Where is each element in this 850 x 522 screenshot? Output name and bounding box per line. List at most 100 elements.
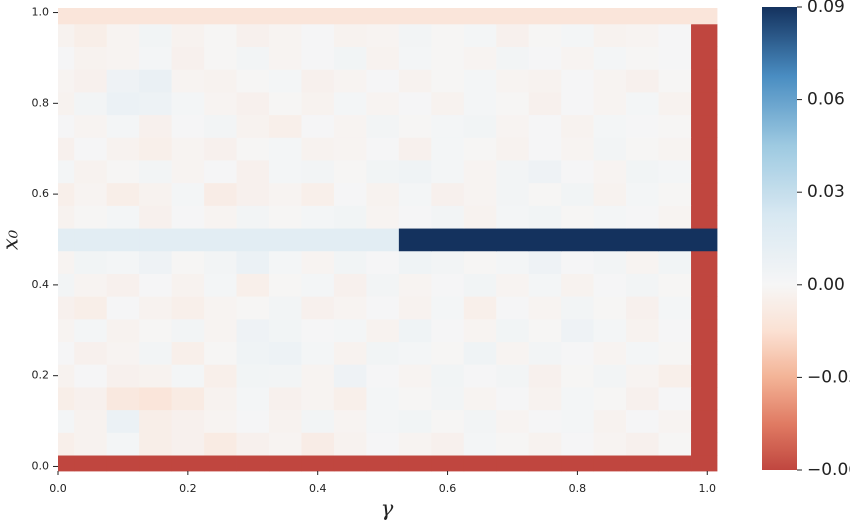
cell	[236, 455, 270, 472]
cell	[691, 114, 718, 138]
cell	[398, 455, 432, 472]
cell	[593, 114, 627, 138]
cell	[171, 432, 205, 456]
cell	[463, 273, 497, 297]
cell	[431, 8, 465, 25]
cell	[561, 182, 595, 206]
cell	[269, 228, 302, 252]
cell	[561, 160, 595, 184]
cell	[58, 69, 75, 93]
cell	[626, 91, 659, 116]
cell	[431, 273, 465, 297]
cell	[431, 455, 465, 472]
cell	[366, 205, 400, 229]
cell	[269, 341, 302, 365]
colorbar-tick-label: 0.09	[807, 0, 845, 17]
cell	[204, 387, 237, 411]
cell	[58, 296, 75, 320]
cell	[204, 409, 237, 433]
cell	[333, 387, 367, 411]
cell	[236, 296, 270, 320]
cell	[204, 364, 237, 388]
cell	[366, 69, 400, 93]
cell	[593, 296, 627, 320]
colorbar-tick-label: 0.00	[807, 275, 845, 295]
cell	[496, 318, 530, 343]
cell	[171, 409, 205, 433]
cell	[691, 250, 718, 274]
cell	[561, 409, 595, 433]
cell	[171, 69, 205, 93]
cell	[333, 296, 367, 320]
cell	[691, 318, 718, 343]
cell	[58, 205, 75, 229]
cell	[204, 455, 237, 472]
cell	[58, 23, 75, 47]
cell	[496, 364, 530, 388]
x-tick-label: 1.0	[699, 482, 717, 495]
cell	[106, 160, 140, 184]
cell	[366, 296, 400, 320]
cell	[658, 341, 692, 365]
cell	[561, 46, 595, 70]
cell	[204, 318, 237, 343]
cell	[171, 23, 205, 47]
cell	[106, 205, 140, 229]
cell	[658, 205, 692, 229]
cell	[269, 250, 302, 274]
y-tick-label: 0.0	[32, 459, 50, 472]
cell	[106, 46, 140, 70]
cell	[496, 91, 530, 116]
cell	[398, 69, 432, 93]
cell	[463, 455, 497, 472]
cell	[496, 205, 530, 229]
cell	[139, 387, 173, 411]
cell	[626, 137, 659, 161]
cell	[691, 8, 718, 25]
cell	[204, 228, 237, 252]
cell	[204, 182, 237, 206]
cell	[269, 409, 302, 433]
cell	[626, 318, 659, 343]
cell	[626, 341, 659, 365]
cell	[626, 273, 659, 297]
cell	[593, 23, 627, 47]
cell	[236, 364, 270, 388]
x-tick-label: 0.6	[439, 482, 457, 495]
cell	[496, 409, 530, 433]
cell	[301, 455, 335, 472]
cell	[626, 205, 659, 229]
y-tick-label: 0.6	[32, 187, 50, 200]
cell	[74, 91, 108, 116]
cell	[658, 8, 692, 25]
cell	[139, 69, 173, 93]
cell	[236, 228, 270, 252]
cell	[528, 387, 562, 411]
cell	[658, 296, 692, 320]
cell	[269, 205, 302, 229]
cell	[171, 205, 205, 229]
cell	[528, 250, 562, 274]
cell	[528, 318, 562, 343]
cell	[561, 455, 595, 472]
cell	[269, 318, 302, 343]
cell	[398, 137, 432, 161]
cell	[431, 250, 465, 274]
cell	[171, 387, 205, 411]
cell	[528, 409, 562, 433]
cell	[561, 341, 595, 365]
cell	[561, 364, 595, 388]
cell	[691, 455, 718, 472]
cell	[106, 432, 140, 456]
cell	[74, 318, 108, 343]
x-tick-label: 0.4	[309, 482, 327, 495]
cell	[236, 341, 270, 365]
cell	[139, 137, 173, 161]
cell	[496, 228, 530, 252]
cell	[496, 137, 530, 161]
cell	[171, 364, 205, 388]
cell	[333, 114, 367, 138]
cell	[74, 46, 108, 70]
cell	[561, 8, 595, 25]
cell	[74, 273, 108, 297]
